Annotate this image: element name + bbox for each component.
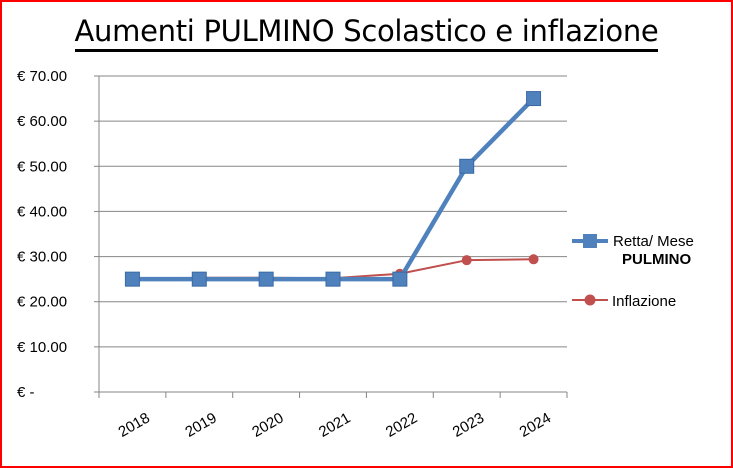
x-tick-label: 2019	[182, 409, 219, 440]
data-point	[124, 271, 140, 287]
data-point	[461, 255, 472, 266]
y-tick-label: € 30.00	[17, 249, 67, 266]
data-point	[258, 271, 274, 287]
y-tick-label: € 60.00	[17, 113, 67, 130]
legend-marker-inflazione	[584, 294, 596, 306]
legend-marker-pulmino	[583, 234, 597, 248]
y-tick-label: € 70.00	[17, 68, 67, 85]
chart-title: Aumenti PULMINO Scolastico e inflazione	[0, 14, 733, 52]
legend-label-inflazione: Inflazione	[612, 293, 676, 310]
x-tick-label: 2022	[383, 409, 420, 440]
legend-label-pulmino: Retta/ Mese	[613, 233, 694, 250]
series-layer	[124, 91, 542, 287]
x-tick-label: 2021	[316, 409, 353, 440]
data-point	[191, 271, 207, 287]
x-tick-label: 2023	[450, 409, 487, 440]
data-point	[528, 254, 539, 265]
y-tick-label: € 40.00	[17, 203, 67, 220]
y-tick-label: € 50.00	[17, 158, 67, 175]
x-tick-labels: 2018 2019 2020 2021 2022 2023 2024	[115, 409, 554, 440]
data-point	[325, 271, 341, 287]
y-tick-label: € 20.00	[17, 294, 67, 311]
gridlines	[94, 75, 568, 398]
series-pulmino	[124, 91, 542, 287]
axes	[98, 76, 567, 393]
data-point	[392, 271, 408, 287]
y-tick-labels: € - € 10.00 € 20.00 € 30.00 € 40.00 € 50.00 € …	[17, 68, 67, 401]
x-tick-label: 2024	[517, 409, 554, 440]
y-tick-label: € 10.00	[17, 339, 67, 356]
x-tick-label: 2020	[249, 409, 286, 440]
data-point	[526, 91, 542, 107]
x-tick-label: 2018	[115, 409, 152, 440]
series-line	[132, 96, 536, 282]
y-tick-label: € -	[17, 384, 35, 401]
data-point	[459, 158, 475, 174]
legend: Retta/ Mese PULMINO Inflazione	[572, 233, 694, 310]
legend-label-pulmino-bold: PULMINO	[622, 251, 691, 268]
